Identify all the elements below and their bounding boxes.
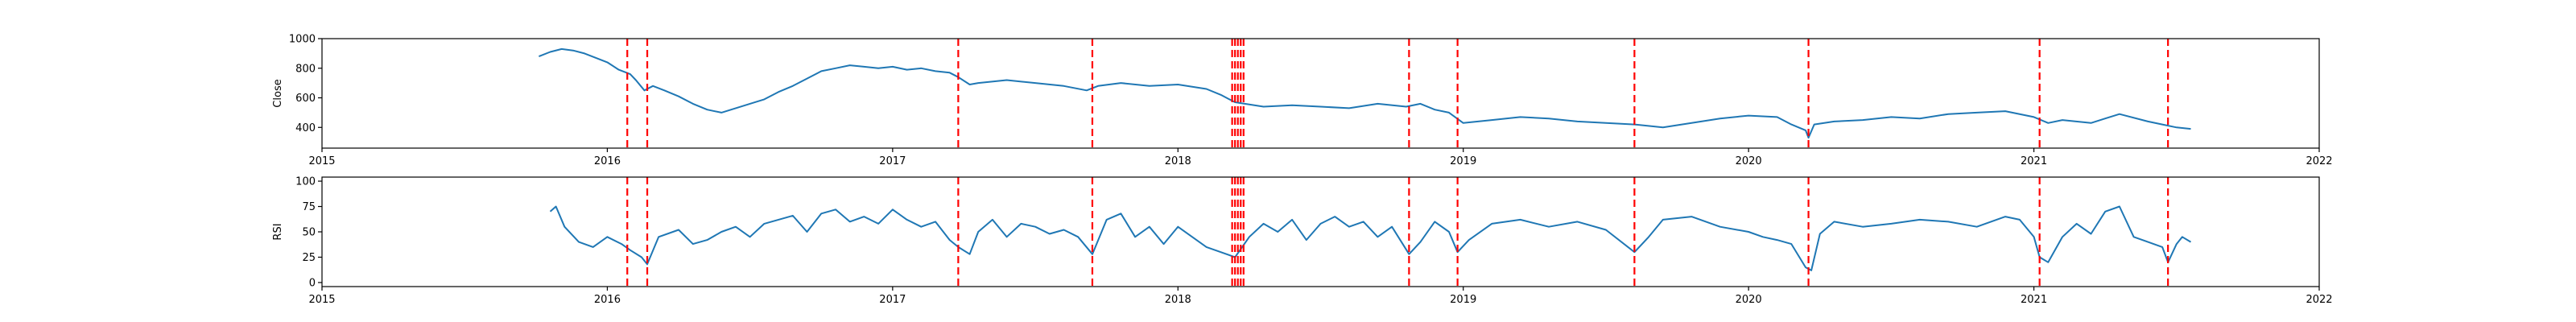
close-x-tick-label: 2018 [1165,155,1191,167]
rsi-y-tick-label: 75 [302,201,316,213]
close-x-tick-label: 2020 [1736,155,1762,167]
rsi-x-tick-label: 2018 [1165,294,1191,306]
rsi-x-tick-label: 2020 [1736,294,1762,306]
rsi-axes-frame [321,176,2320,287]
rsi-panel: 2015 2016 2017 2018 2019 2020 2021 2022 0 25 50 75 1… [272,176,2333,306]
close-x-tick-label: 2016 [594,155,621,167]
rsi-x-tick-label: 2017 [879,294,906,306]
close-x-tick-label: 2021 [2021,155,2047,167]
rsi-y-tick-label: 100 [295,176,316,188]
close-axes-frame [321,38,2320,149]
close-price-panel: 2015 2016 2017 2018 2019 2020 2021 2022 400 600 80… [272,34,2333,168]
rsi-x-tick-label: 2016 [594,294,621,306]
close-y-axis-label: Close [272,79,284,107]
close-y-tick-label: 400 [295,122,316,134]
rsi-y-axis-label: RSI [272,223,284,240]
close-series-line [539,47,2191,139]
rsi-x-tick-label: 2022 [2306,294,2332,306]
rsi-y-tick-label: 50 [302,227,316,239]
rsi-x-tick-label: 2015 [308,294,335,306]
rsi-x-tick-label: 2021 [2021,294,2047,306]
close-y-tick-label: 1000 [289,34,316,46]
close-y-tick-label: 800 [295,63,316,75]
close-x-tick-label: 2015 [308,155,335,167]
close-x-tick-label: 2017 [879,155,906,167]
rsi-y-tick-label: 25 [302,252,316,264]
rsi-series-line [549,205,2192,271]
rsi-x-tick-label: 2019 [1450,294,1476,306]
close-x-tick-label: 2022 [2306,155,2332,167]
close-y-tick-label: 600 [295,93,316,105]
close-x-tick-label: 2019 [1450,155,1476,167]
rsi-y-tick-label: 0 [309,277,316,289]
